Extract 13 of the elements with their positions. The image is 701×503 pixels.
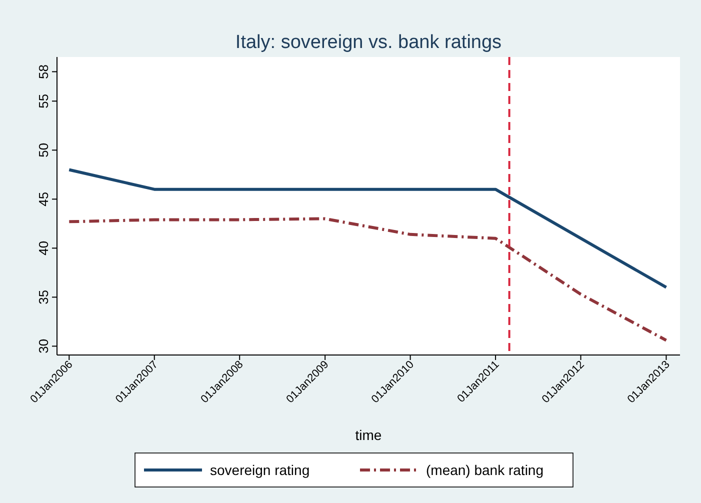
x-axis-title: time — [355, 427, 382, 443]
y-tick-label: 30 — [36, 338, 51, 354]
y-tick-label: 50 — [36, 142, 51, 158]
y-tick-label: 55 — [36, 94, 51, 108]
chart-title: Italy: sovereign vs. bank ratings — [235, 32, 502, 53]
line-series — [68, 217, 668, 342]
y-tick-label: 35 — [36, 290, 51, 304]
legend-label: sovereign rating — [210, 462, 310, 478]
y-tick-label: 40 — [36, 240, 51, 256]
y-tick-label: 45 — [36, 192, 51, 206]
line-series — [68, 168, 668, 289]
y-tick-label: 58 — [36, 64, 51, 79]
legend-label: (mean) bank rating — [426, 462, 544, 478]
